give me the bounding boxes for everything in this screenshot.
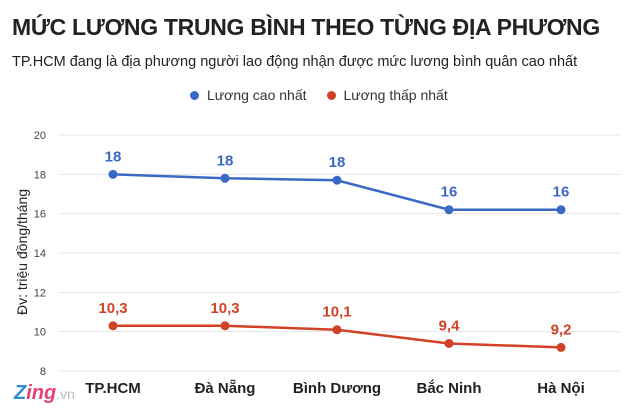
y-tick-label: 20 [34,130,46,142]
data-point [332,175,342,185]
data-label: 16 [553,184,570,201]
data-label: 18 [217,152,234,169]
data-point [108,321,118,331]
data-label: 10,3 [210,300,239,317]
y-tick-label: 8 [40,366,46,378]
chart-title: MỨC LƯƠNG TRUNG BÌNH THEO TỪNG ĐỊA PHƯƠN… [12,14,600,40]
legend-dot-icon [190,90,199,100]
zing-logo: Zing.vn [14,382,75,404]
data-label: 9,4 [439,317,461,334]
data-point [556,205,566,215]
y-tick-label: 10 [34,327,46,339]
legend: Lương cao nhất Lương thấp nhất [190,87,448,103]
data-label: 18 [329,154,346,171]
data-point [220,173,230,183]
y-axis-label: Đv: triệu đồng/tháng [14,189,30,315]
y-tick-label: 18 [34,169,46,181]
data-point [220,321,230,331]
data-point [556,342,566,352]
y-tick-label: 12 [34,287,46,299]
data-point [108,169,118,179]
data-label: 9,2 [551,321,572,338]
data-point [444,338,454,348]
legend-item-high: Lương cao nhất [190,87,307,103]
data-label: 10,3 [98,300,127,317]
chart-subtitle: TP.HCM đang là địa phương người lao động… [12,54,578,70]
legend-label: Lương thấp nhất [343,87,448,103]
legend-item-low: Lương thấp nhất [326,87,448,103]
data-label: 18 [105,148,122,165]
data-label: 16 [441,184,458,201]
x-tick-label: Đà Nẵng [195,380,256,397]
legend-label: Lương cao nhất [207,87,307,103]
data-point [444,205,454,215]
x-tick-label: Bắc Ninh [416,379,481,397]
x-tick-label: Hà Nội [537,380,585,397]
x-tick-label: Bình Dương [293,380,381,397]
data-point [332,325,342,335]
x-tick-label: TP.HCM [85,380,141,397]
data-label: 10,1 [322,304,351,321]
legend-dot-icon [326,90,336,100]
y-tick-label: 14 [34,248,46,260]
y-tick-label: 16 [34,209,46,221]
